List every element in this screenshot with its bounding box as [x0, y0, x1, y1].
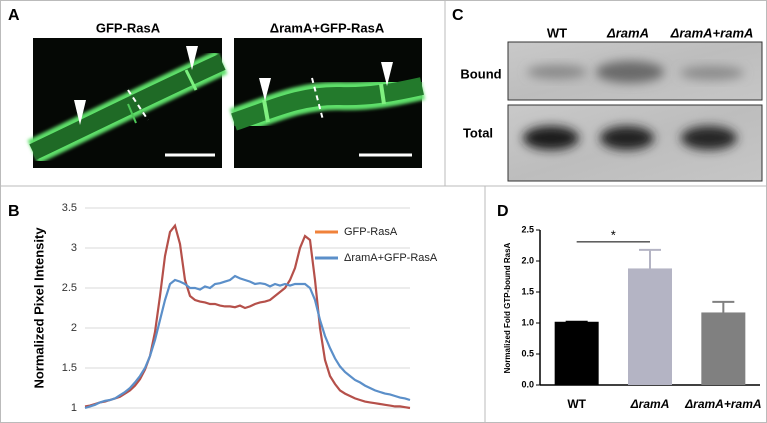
y-axis-label: Normalized Pixel Intensity	[31, 227, 46, 389]
row-label: Bound	[460, 66, 501, 81]
y-tick-label: 3	[71, 242, 77, 254]
error-bar	[639, 248, 661, 269]
y-tick-label: 2.0	[521, 255, 534, 265]
y-tick-label: 0.5	[521, 348, 534, 358]
image-title: GFP-RasA	[96, 20, 161, 35]
x-tick-label: ΔramA+ramA	[684, 397, 761, 411]
micrograph	[27, 38, 228, 168]
y-tick-label: 1.5	[62, 362, 77, 374]
bar	[554, 321, 599, 385]
lane-label: ΔramA	[606, 25, 649, 40]
y-tick-label: 2.5	[521, 224, 534, 234]
error-bar	[712, 300, 735, 313]
panel-letter: D	[497, 203, 509, 220]
y-tick-label: 2.5	[62, 282, 77, 294]
bar	[628, 268, 672, 385]
legend-label: GFP-RasA	[344, 226, 398, 238]
y-tick-label: 1.0	[521, 317, 534, 327]
legend-label: ΔramA+GFP-RasA	[344, 252, 438, 264]
y-tick-label: 1.5	[521, 286, 534, 296]
x-tick-label: WT	[567, 397, 586, 411]
micrograph	[229, 38, 426, 168]
image-title: ΔramA+GFP-RasA	[270, 20, 385, 35]
significance-label: *	[611, 227, 616, 242]
data-line	[84, 274, 411, 410]
y-tick-label: 1	[71, 402, 77, 414]
y-tick-label: 3.5	[62, 202, 77, 214]
blot	[507, 41, 763, 182]
bar	[701, 312, 746, 385]
x-tick-label: ΔramA	[630, 397, 670, 411]
y-tick-label: 0.0	[521, 379, 534, 389]
data-line	[84, 223, 411, 410]
y-tick-label: 2	[71, 322, 77, 334]
lane-label: ΔramA+ramA	[670, 25, 754, 40]
y-axis-label: Normalized Fold GTP-bound RasA	[503, 242, 512, 373]
panel-letter: A	[8, 7, 20, 24]
row-label: Total	[463, 125, 493, 140]
lane-label: WT	[547, 25, 567, 40]
panel-letter: B	[8, 203, 20, 220]
panel-letter: C	[452, 7, 464, 24]
